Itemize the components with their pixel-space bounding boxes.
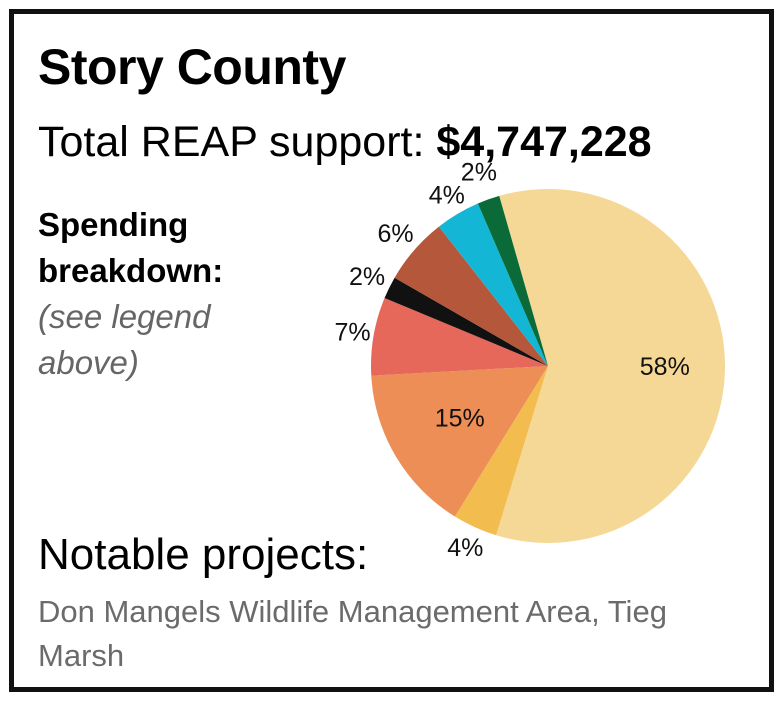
pie-slice-5 <box>384 277 548 366</box>
pie-slice-7 <box>438 203 548 366</box>
pie-slice-label-5: 2% <box>349 263 385 291</box>
pie-slice-8 <box>477 195 548 366</box>
pie-slice-6 <box>394 226 548 366</box>
total-support-label: Total REAP support: <box>38 118 425 166</box>
notable-projects-heading: Notable projects: <box>38 530 369 579</box>
pie-slice-label-4: 7% <box>335 319 371 347</box>
pie-slice-3 <box>371 366 548 517</box>
pie-slice-label-1: 58% <box>640 353 690 381</box>
notable-projects-list: Don Mangels Wildlife Management Area, Ti… <box>38 594 667 673</box>
pie-slice-label-7: 4% <box>429 182 465 210</box>
pie-slice-label-8: 2% <box>461 159 497 187</box>
pie-slice-label-3: 15% <box>435 404 485 432</box>
pie-slice-1 <box>496 189 726 544</box>
total-support-amount: $4,747,228 <box>436 118 652 166</box>
legend-note: (see legend above) <box>38 298 211 381</box>
pie-slice-4 <box>371 298 548 376</box>
pie-slice-2 <box>454 366 548 536</box>
pie-slice-label-2: 4% <box>447 534 483 562</box>
spending-breakdown-label: Spending breakdown: (see legend above) <box>38 202 248 386</box>
pie-slice-label-6: 6% <box>378 220 414 248</box>
total-support: Total REAP support: $4,747,228 <box>38 118 652 167</box>
breakdown-heading-line2: breakdown: <box>38 252 224 289</box>
county-title: Story County <box>38 39 346 95</box>
breakdown-heading-line1: Spending <box>38 206 189 243</box>
